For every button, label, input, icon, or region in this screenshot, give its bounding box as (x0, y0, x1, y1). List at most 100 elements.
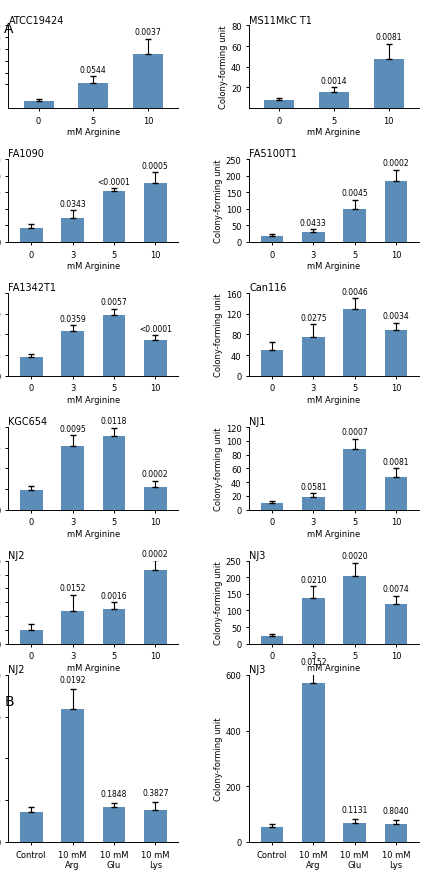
Bar (385, 824, 407, 842)
Text: Can116: Can116 (249, 283, 287, 293)
Bar (144, 570, 167, 644)
Text: 0.0095: 0.0095 (59, 424, 86, 433)
Text: <0.0001: <0.0001 (97, 177, 130, 187)
Text: 0.0005: 0.0005 (142, 161, 169, 171)
Bar (144, 183, 167, 243)
Text: 0.0002: 0.0002 (142, 470, 169, 479)
Bar (261, 237, 283, 243)
Bar (385, 182, 407, 243)
Text: 0.0046: 0.0046 (341, 288, 368, 296)
Text: MS11MkC T1: MS11MkC T1 (249, 16, 312, 25)
Text: 0.0359: 0.0359 (59, 314, 86, 324)
Text: NJ2: NJ2 (8, 665, 25, 674)
Text: NJ1: NJ1 (249, 417, 266, 427)
Text: 0.1848: 0.1848 (101, 789, 127, 798)
Text: <0.0001: <0.0001 (139, 324, 172, 333)
Y-axis label: Colony-forming unit: Colony-forming unit (214, 717, 223, 800)
Bar (102, 316, 125, 376)
Text: FA1342T1: FA1342T1 (8, 283, 56, 293)
Bar (261, 637, 283, 644)
Bar (264, 101, 294, 109)
Text: 0.0002: 0.0002 (383, 159, 409, 168)
Bar (20, 812, 43, 842)
Text: 0.1131: 0.1131 (341, 805, 368, 814)
Bar (319, 93, 349, 109)
Bar (144, 809, 167, 842)
Bar (302, 683, 325, 842)
Bar (61, 218, 84, 243)
Text: NJ3: NJ3 (249, 551, 266, 560)
Bar (144, 340, 167, 376)
Y-axis label: Colony-forming unit: Colony-forming unit (214, 427, 223, 510)
Bar (343, 210, 366, 243)
Text: 0.0433: 0.0433 (300, 218, 327, 227)
Bar (385, 604, 407, 644)
Text: 0.0343: 0.0343 (59, 200, 86, 209)
Bar (302, 232, 325, 243)
Bar (20, 490, 43, 510)
Text: FA1090: FA1090 (8, 149, 44, 160)
Y-axis label: Colony-forming unit: Colony-forming unit (219, 26, 228, 110)
Text: 0.0074: 0.0074 (383, 584, 409, 594)
Text: ATCC19424: ATCC19424 (8, 16, 64, 25)
Text: 0.0544: 0.0544 (80, 66, 107, 75)
Text: 0.0014: 0.0014 (321, 77, 347, 86)
Text: A: A (4, 22, 14, 36)
Text: 0.0275: 0.0275 (300, 313, 327, 322)
Bar (24, 102, 54, 109)
Bar (261, 503, 283, 510)
Bar (20, 630, 43, 644)
Bar (102, 192, 125, 243)
Bar (385, 477, 407, 510)
Text: 0.0081: 0.0081 (383, 457, 409, 467)
Bar (302, 498, 325, 510)
Bar (102, 610, 125, 644)
X-axis label: mM Arginine: mM Arginine (308, 128, 361, 137)
Bar (343, 823, 366, 842)
Bar (374, 61, 404, 109)
Y-axis label: Colony-forming unit: Colony-forming unit (214, 294, 223, 377)
Text: 0.0152: 0.0152 (59, 583, 86, 592)
Text: 0.0037: 0.0037 (135, 28, 161, 38)
Bar (61, 332, 84, 376)
Bar (102, 437, 125, 510)
Bar (343, 576, 366, 644)
Text: 0.0045: 0.0045 (341, 189, 368, 198)
Bar (343, 450, 366, 510)
Bar (302, 338, 325, 376)
Text: 0.3827: 0.3827 (142, 788, 168, 797)
X-axis label: mM Arginine: mM Arginine (66, 128, 120, 137)
X-axis label: mM Arginine: mM Arginine (308, 663, 361, 672)
X-axis label: mM Arginine: mM Arginine (308, 262, 361, 271)
Bar (61, 611, 84, 644)
Text: 0.0581: 0.0581 (300, 482, 327, 491)
Y-axis label: Colony-forming unit: Colony-forming unit (214, 160, 223, 243)
Text: 0.0210: 0.0210 (300, 575, 327, 584)
Text: 0.0034: 0.0034 (383, 311, 409, 321)
Text: NJ2: NJ2 (8, 551, 25, 560)
Text: 0.0152: 0.0152 (300, 657, 327, 666)
Bar (78, 84, 108, 109)
X-axis label: mM Arginine: mM Arginine (66, 396, 120, 404)
Text: 0.0081: 0.0081 (376, 33, 402, 42)
Text: 0.0020: 0.0020 (341, 552, 368, 560)
Text: B: B (4, 695, 14, 709)
X-axis label: mM Arginine: mM Arginine (66, 663, 120, 672)
Text: KGC654: KGC654 (8, 417, 47, 427)
Text: 0.0002: 0.0002 (142, 549, 169, 558)
Bar (61, 446, 84, 510)
Bar (261, 351, 283, 376)
Text: 0.0057: 0.0057 (101, 298, 127, 307)
Text: 0.0192: 0.0192 (59, 674, 86, 684)
Text: 0.0007: 0.0007 (341, 428, 368, 437)
Bar (20, 357, 43, 376)
Bar (385, 331, 407, 376)
Y-axis label: Colony-forming unit: Colony-forming unit (214, 561, 223, 645)
Bar (133, 54, 163, 109)
Bar (261, 827, 283, 842)
Text: 0.0118: 0.0118 (101, 417, 127, 426)
Text: 0.0016: 0.0016 (101, 591, 127, 600)
X-axis label: mM Arginine: mM Arginine (66, 530, 120, 538)
Text: FA5100T1: FA5100T1 (249, 149, 297, 160)
Text: 0.8040: 0.8040 (383, 806, 409, 815)
